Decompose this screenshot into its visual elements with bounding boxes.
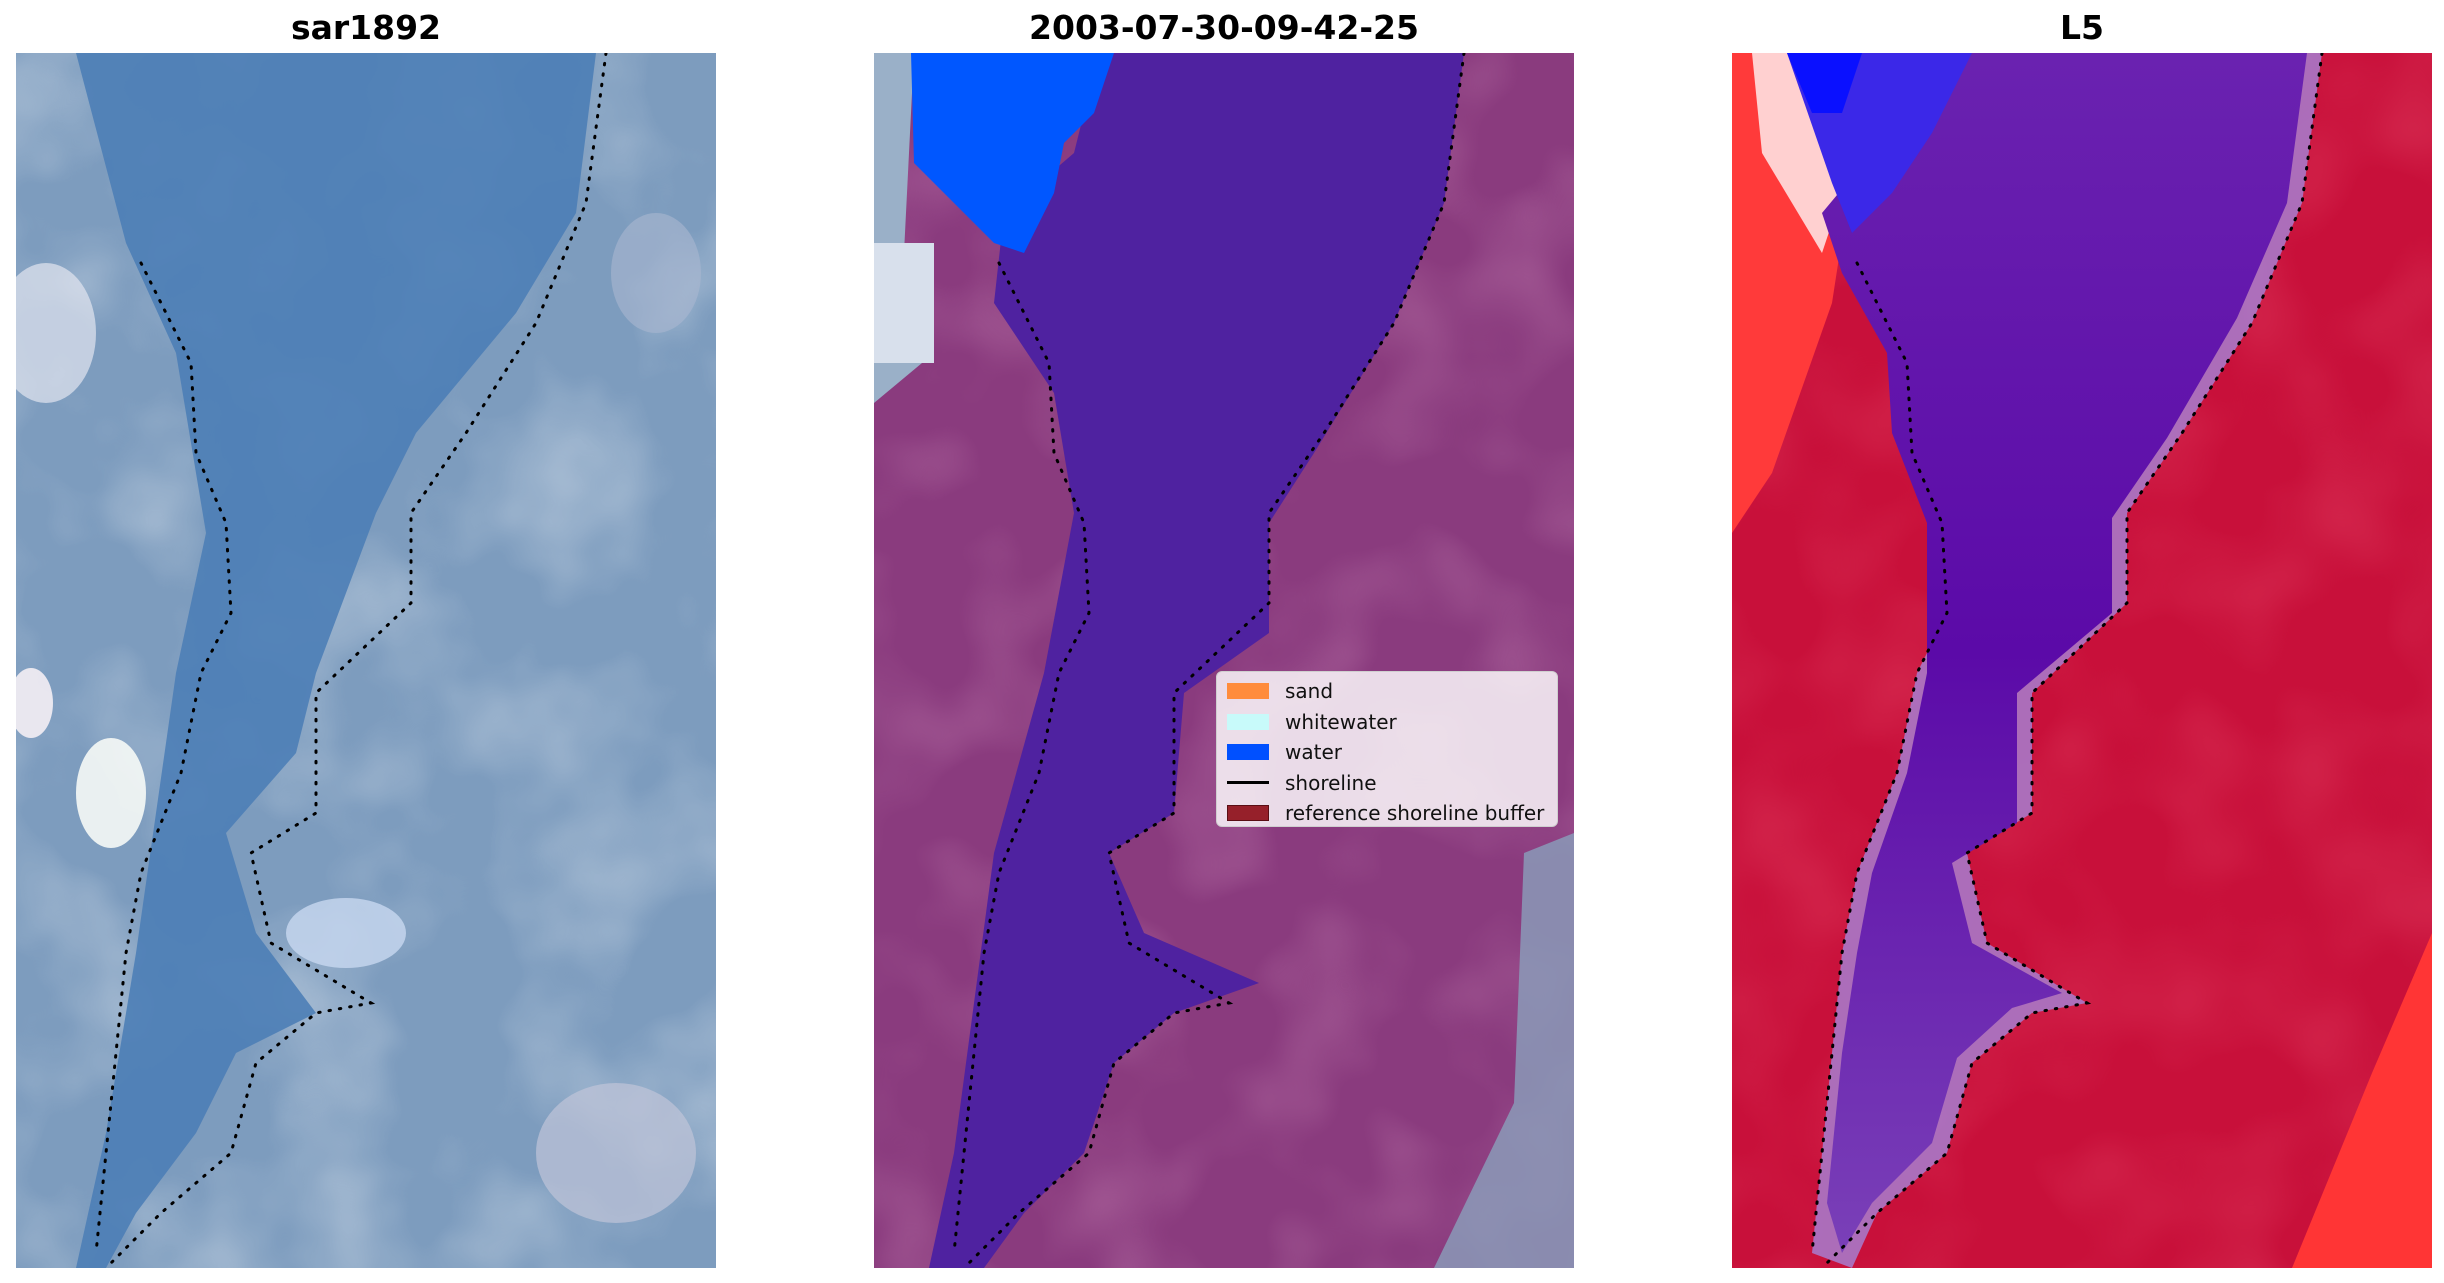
legend-label: sand	[1285, 679, 1334, 704]
panel-index: L5	[1732, 0, 2432, 1283]
legend-item-whitewater: whitewater	[1227, 707, 1547, 738]
legend-item-shoreline: shoreline	[1227, 768, 1547, 799]
panel-title: 2003-07-30-09-42-25	[1029, 8, 1419, 47]
legend-item-water: water	[1227, 737, 1547, 768]
water-class-river	[929, 53, 1464, 1268]
panel-title: L5	[2060, 8, 2104, 47]
legend-item-reference-buffer: reference shoreline buffer	[1227, 798, 1547, 829]
sand-swatch	[1227, 683, 1269, 700]
shoreline-east	[104, 53, 608, 1268]
whitewater-swatch	[1227, 713, 1269, 730]
classified-image	[874, 53, 1574, 1268]
panel-classified: 2003-07-30-09-42-25	[874, 0, 1574, 1283]
legend-label: reference shoreline buffer	[1285, 801, 1545, 826]
legend-item-sand: sand	[1227, 676, 1547, 707]
legend-label: whitewater	[1285, 709, 1397, 734]
panel-title: sar1892	[290, 8, 442, 47]
legend-label: water	[1285, 740, 1342, 765]
satellite-image	[16, 53, 716, 1268]
water-swatch	[1227, 744, 1269, 761]
legend: sand whitewater water shoreline referenc…	[1216, 671, 1558, 827]
index-image	[1732, 53, 2432, 1268]
shoreline-swatch	[1227, 781, 1269, 785]
reference-buffer-swatch	[1227, 805, 1269, 822]
index-river	[1822, 53, 2307, 1253]
legend-label: shoreline	[1285, 770, 1377, 795]
water-class-patch	[911, 53, 1114, 253]
panel-rgb: sar1892	[16, 0, 716, 1283]
